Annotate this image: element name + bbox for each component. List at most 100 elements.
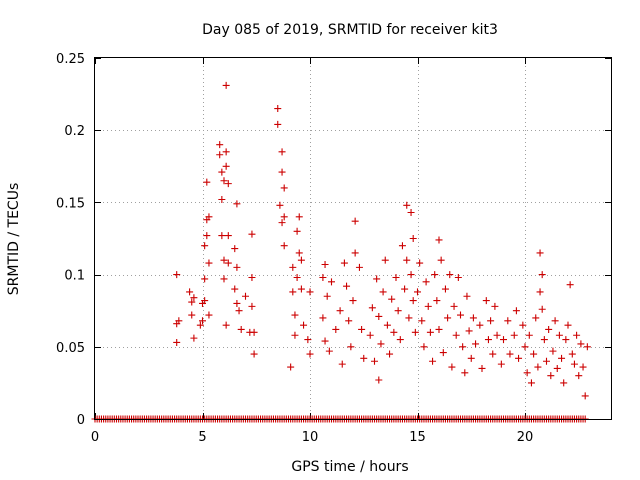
data-point	[459, 343, 467, 351]
data-point	[416, 259, 424, 267]
data-point	[319, 273, 327, 281]
data-point	[248, 230, 256, 238]
data-point	[199, 317, 206, 325]
data-point	[203, 232, 211, 240]
data-point	[173, 338, 181, 346]
data-point	[338, 360, 346, 368]
data-point	[190, 334, 198, 342]
data-point	[218, 196, 226, 204]
data-point	[491, 302, 499, 310]
data-point	[579, 363, 587, 371]
data-point	[534, 363, 542, 371]
x-tick-label: 15	[409, 430, 426, 445]
data-point	[300, 321, 308, 329]
data-point	[573, 331, 581, 339]
plot-frame	[94, 57, 612, 420]
data-point	[349, 297, 357, 305]
data-point	[250, 328, 258, 336]
data-point	[532, 314, 540, 322]
data-points	[91, 81, 591, 423]
tick-labels: 0 5 10 15 20 0 0.05 0.1 0.15 0.2 0.25	[56, 52, 533, 445]
data-point	[278, 219, 286, 227]
data-point	[201, 297, 209, 305]
data-point	[420, 343, 428, 351]
data-point	[439, 349, 447, 357]
data-point	[463, 292, 471, 300]
data-point	[196, 321, 204, 329]
data-point	[472, 340, 480, 348]
data-point	[390, 328, 398, 336]
data-point	[437, 256, 445, 264]
data-point	[188, 298, 196, 306]
data-point	[242, 292, 249, 300]
data-point	[484, 336, 492, 344]
data-point	[418, 317, 426, 325]
data-point	[306, 288, 314, 296]
data-point	[340, 259, 348, 267]
data-point	[540, 336, 548, 344]
data-point	[500, 336, 507, 344]
data-point	[452, 331, 460, 339]
data-point	[525, 331, 533, 339]
data-point	[295, 213, 303, 221]
chart-title: Day 085 of 2019, SRMTID for receiver kit…	[202, 22, 498, 38]
data-point	[398, 242, 406, 250]
data-point	[570, 360, 578, 368]
data-point	[426, 328, 434, 336]
data-point	[407, 209, 415, 217]
data-point	[403, 256, 411, 264]
data-point	[222, 321, 230, 329]
data-point	[566, 281, 574, 289]
x-tick-label: 20	[517, 430, 534, 445]
data-point	[371, 357, 378, 365]
data-point	[558, 354, 566, 362]
y-tick-label: 0.15	[56, 196, 85, 211]
data-point	[216, 151, 224, 159]
data-point	[433, 297, 441, 305]
data-point	[201, 275, 209, 283]
data-point	[564, 321, 572, 329]
data-point	[560, 379, 568, 387]
data-point	[233, 200, 241, 208]
data-point	[493, 331, 501, 339]
data-point	[291, 331, 299, 339]
data-point	[295, 249, 303, 257]
axis-ticks	[95, 58, 611, 420]
data-point	[222, 81, 230, 89]
data-point	[366, 331, 374, 339]
data-point	[383, 321, 391, 329]
data-point	[519, 321, 527, 329]
data-point	[205, 213, 213, 221]
data-point	[379, 288, 387, 296]
data-point	[278, 168, 286, 176]
data-point	[489, 350, 497, 358]
data-point	[551, 317, 559, 325]
data-point	[377, 340, 385, 348]
data-point	[205, 311, 213, 319]
x-tick-label: 5	[198, 430, 206, 445]
data-point	[409, 235, 417, 242]
data-point	[289, 288, 297, 296]
data-point	[435, 325, 443, 333]
data-point	[457, 311, 464, 319]
data-point	[173, 271, 181, 279]
data-point	[429, 357, 437, 365]
data-point	[543, 357, 550, 365]
data-point	[297, 256, 305, 264]
data-point	[278, 148, 286, 156]
data-point	[577, 340, 585, 348]
data-point	[321, 337, 329, 345]
data-point	[469, 314, 477, 322]
data-point	[422, 278, 430, 286]
data-point	[461, 369, 469, 377]
data-point	[381, 256, 389, 264]
data-point	[233, 263, 241, 271]
data-point	[250, 350, 258, 358]
y-tick-label: 0.05	[56, 341, 85, 356]
data-point	[414, 288, 421, 296]
data-point	[465, 327, 473, 335]
data-point	[220, 256, 228, 264]
data-point	[553, 364, 561, 372]
data-point	[201, 242, 209, 250]
